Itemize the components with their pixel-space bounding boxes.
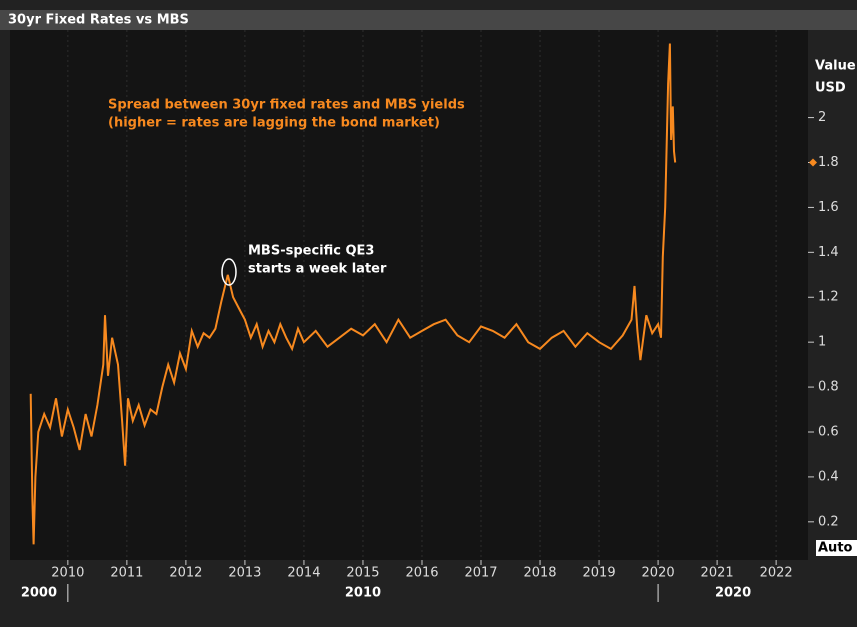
annotation: (higher = rates are lagging the bond mar…	[108, 116, 440, 131]
annotation-circle	[221, 258, 237, 286]
y-tick-label: 0.2	[818, 514, 839, 529]
annotation: MBS-specific QE3	[248, 244, 374, 259]
x-tick-label: 2012	[169, 566, 202, 581]
decade-label: 2000	[21, 586, 57, 601]
decade-label: 2020	[715, 586, 751, 601]
y-tick-label: 1.4	[818, 245, 839, 260]
y-tick-label: 0.4	[818, 469, 839, 484]
x-tick-label: 2018	[523, 566, 556, 581]
y-tick-label: 0.8	[818, 380, 839, 395]
y-axis-label: Value	[815, 59, 856, 74]
plot-area	[10, 30, 808, 560]
y-tick-label: 1.2	[818, 290, 839, 305]
y-tick-label: 1	[818, 335, 826, 350]
y-tick-label: 1.8	[818, 155, 839, 170]
x-tick-label: 2017	[464, 566, 497, 581]
x-tick-label: 2022	[760, 566, 793, 581]
x-tick-label: 2021	[701, 566, 734, 581]
y-tick-label: 0.6	[818, 424, 839, 439]
auto-button-label[interactable]: Auto	[818, 541, 853, 556]
x-tick-label: 2010	[51, 566, 84, 581]
annotation: Spread between 30yr fixed rates and MBS …	[108, 98, 465, 113]
y-axis-unit: USD	[815, 81, 846, 96]
x-tick-label: 2016	[405, 566, 438, 581]
last-value-marker	[809, 158, 817, 167]
x-tick-label: 2019	[583, 566, 616, 581]
y-tick-label: 1.6	[818, 200, 839, 215]
x-tick-label: 2013	[228, 566, 261, 581]
x-tick-label: 2015	[346, 566, 379, 581]
data-line	[29, 43, 677, 545]
y-tick-label: 2	[818, 110, 826, 125]
chart-title: 30yr Fixed Rates vs MBS	[8, 13, 189, 28]
x-tick-label: 2014	[287, 566, 320, 581]
annotation: starts a week later	[248, 262, 387, 277]
x-tick-label: 2020	[642, 566, 675, 581]
decade-label: 2010	[345, 586, 381, 601]
auto-button[interactable]	[816, 540, 857, 556]
title-bar	[0, 10, 857, 30]
x-tick-label: 2011	[110, 566, 143, 581]
